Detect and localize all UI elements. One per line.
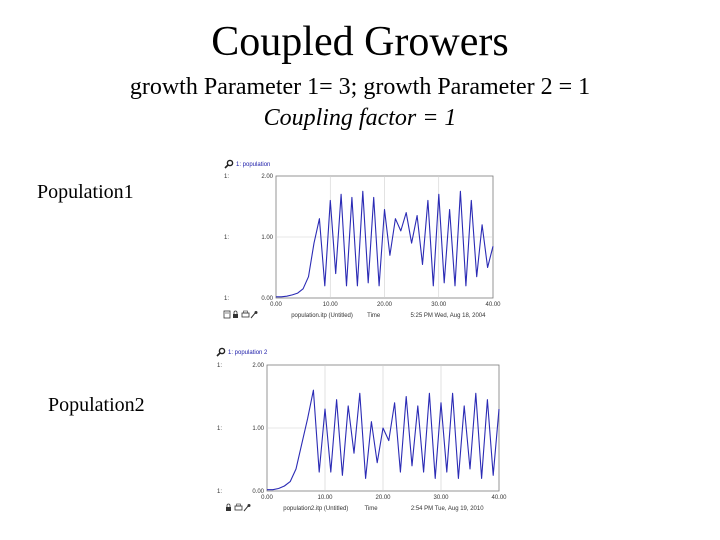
printer-icon[interactable]: [234, 503, 243, 511]
chart-file-name: population.itp (Untitled): [291, 313, 353, 319]
series-line: [276, 190, 494, 298]
lock-icon[interactable]: [226, 503, 231, 511]
pin-icon[interactable]: [250, 311, 258, 319]
x-axis-name: Time: [367, 313, 381, 319]
chart-file-name: population2.itp (Untitled): [283, 506, 348, 512]
population1-chart: 1: population 0.00 1: 1.00 1: 2.00 1: 0.00 10.00…: [223, 159, 501, 319]
lock-icon[interactable]: [233, 310, 238, 318]
y-tick-label: 1.00: [252, 426, 264, 432]
y-axis-marker: 1:: [217, 363, 222, 369]
y-axis-marker: 1:: [217, 426, 222, 432]
magnifier-icon[interactable]: [224, 159, 234, 169]
page-icon[interactable]: [223, 310, 231, 319]
x-tick-label: 20.00: [377, 302, 393, 308]
x-tick-label: 30.00: [431, 302, 447, 308]
y-tick-label: 2.00: [252, 363, 264, 369]
y-tick-label: 0.00: [261, 296, 273, 302]
pin-icon[interactable]: [243, 504, 251, 512]
y-tick-label: 1.00: [261, 235, 273, 241]
growth-parameters-subtitle: growth Parameter 1= 3; growth Parameter …: [129, 74, 591, 100]
y-tick-label: 2.00: [261, 174, 273, 180]
y-axis-marker: 1:: [224, 235, 229, 241]
x-tick-label: 40.00: [485, 302, 501, 308]
slide-title: Coupled Growers: [211, 19, 509, 65]
x-tick-label: 20.00: [375, 495, 391, 501]
magnifier-icon[interactable]: [216, 347, 226, 357]
y-axis-marker: 1:: [224, 174, 229, 180]
x-tick-label: 10.00: [323, 302, 339, 308]
chart-timestamp: 5:25 PM Wed, Aug 18, 2004: [411, 313, 487, 319]
x-tick-label: 0.00: [261, 495, 273, 501]
series-line: [267, 389, 500, 491]
x-tick-label: 40.00: [491, 495, 507, 501]
population2-chart: 1: population 2 0.00 1: 1.00 1: 2.00 1: 0.00 10.…: [216, 347, 507, 512]
x-tick-label: 10.00: [317, 495, 333, 501]
chart-timestamp: 2:54 PM Tue, Aug 19, 2010: [411, 506, 484, 512]
coupling-factor-subtitle: Coupling factor = 1: [263, 105, 457, 131]
population2-label: Population2: [48, 394, 145, 416]
x-tick-label: 0.00: [270, 302, 282, 308]
x-axis-name: Time: [364, 506, 378, 512]
population1-label: Population1: [37, 181, 134, 203]
y-axis-marker: 1:: [217, 489, 222, 495]
series-legend-label: 1: population 2: [228, 350, 268, 356]
y-tick-label: 0.00: [252, 489, 264, 495]
printer-icon[interactable]: [241, 310, 250, 318]
y-axis-marker: 1:: [224, 296, 229, 302]
series-legend-label: 1: population: [236, 162, 270, 168]
x-tick-label: 30.00: [433, 495, 449, 501]
